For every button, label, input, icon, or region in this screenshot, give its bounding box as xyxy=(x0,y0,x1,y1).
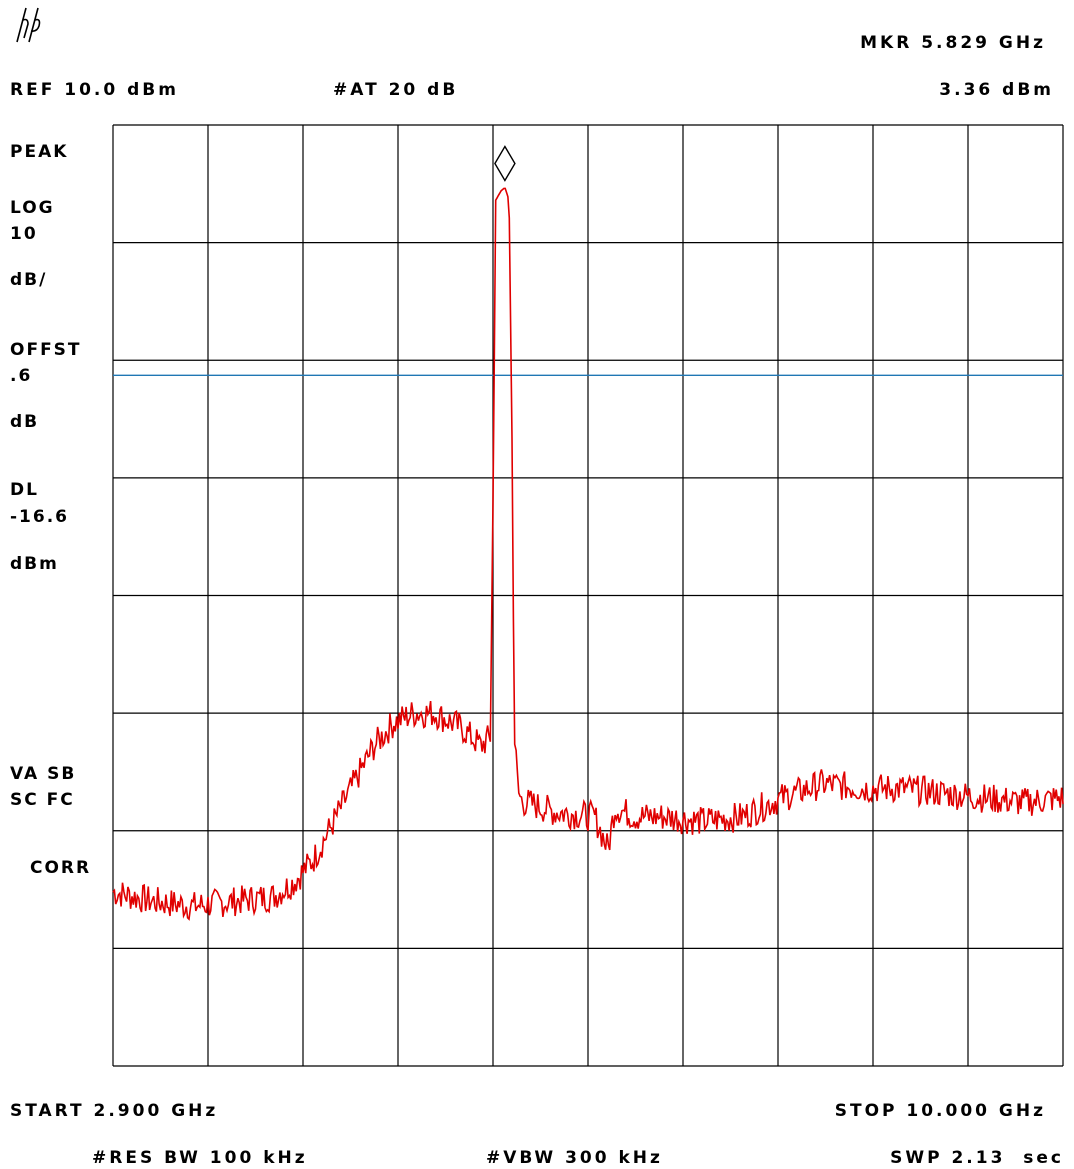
spectrum-trace xyxy=(112,187,1064,921)
marker-amplitude-readout: 3.36 dBm xyxy=(939,80,1054,100)
offset-unit: dB xyxy=(10,412,40,432)
display-line-label: DL xyxy=(10,480,39,500)
status-flags-2: SC FC xyxy=(10,790,75,810)
sweep-time: SWP 2.13 sec xyxy=(890,1148,1064,1168)
display-line-value: -16.6 xyxy=(10,507,69,527)
status-flags-1: VA SB xyxy=(10,764,77,784)
scale-type: LOG xyxy=(10,198,55,218)
start-frequency: START 2.900 GHz xyxy=(10,1101,219,1121)
reference-level: REF 10.0 dBm xyxy=(10,80,179,100)
scale-unit: dB/ xyxy=(10,270,48,290)
offset-value: .6 xyxy=(10,366,33,386)
marker-frequency-readout: MKR 5.829 GHz xyxy=(860,33,1046,53)
display-line-unit: dBm xyxy=(10,554,59,574)
attenuation: #AT 20 dB xyxy=(333,80,459,100)
scale-value: 10 xyxy=(10,224,38,244)
video-bandwidth: #VBW 300 kHz xyxy=(486,1148,663,1168)
offset-label: OFFST xyxy=(10,340,82,360)
plot-grid xyxy=(112,124,1064,1067)
resolution-bandwidth: #RES BW 100 kHz xyxy=(92,1148,308,1168)
diamond-marker-icon xyxy=(494,145,516,182)
detector-mode: PEAK xyxy=(10,142,69,162)
stop-frequency: STOP 10.000 GHz xyxy=(834,1101,1046,1121)
correction-flag: CORR xyxy=(30,858,92,878)
hp-logo-icon xyxy=(16,7,41,43)
